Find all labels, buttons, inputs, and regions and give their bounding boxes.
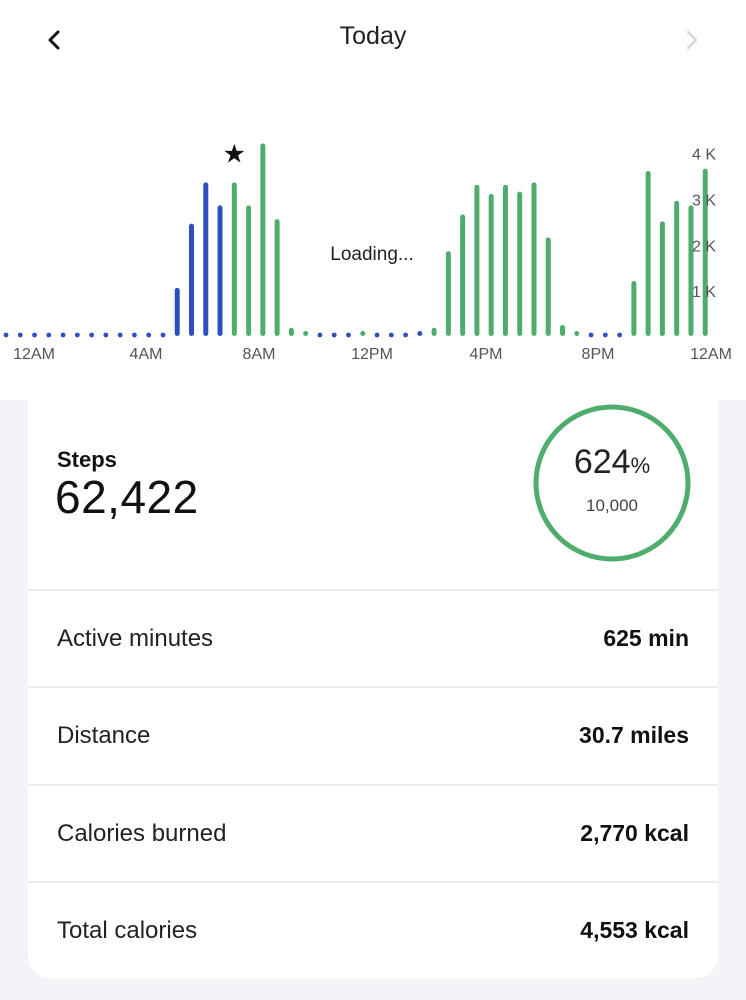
chart-bar bbox=[431, 327, 437, 336]
chart-bar bbox=[659, 221, 665, 336]
stat-value: 2,770 kcal bbox=[580, 820, 689, 846]
chart-dot bbox=[74, 332, 80, 338]
chart-dot bbox=[331, 332, 337, 338]
chart-dot bbox=[117, 332, 123, 338]
steps-summary-card: Steps 62,422 624% 10,000 Active minutes … bbox=[28, 400, 718, 978]
chart-dot bbox=[160, 332, 166, 338]
page-title: Today bbox=[339, 22, 407, 50]
header: Today bbox=[0, 0, 746, 80]
chart-bar bbox=[560, 324, 566, 336]
chart-dot bbox=[32, 332, 37, 338]
chevron-right-icon bbox=[686, 30, 698, 50]
star-marker-icon: ★ bbox=[223, 139, 246, 169]
chart-bar bbox=[288, 327, 294, 336]
chevron-left-icon bbox=[48, 30, 60, 50]
chart-bar bbox=[517, 191, 523, 336]
chart-bar bbox=[574, 331, 580, 336]
chart-dot bbox=[46, 332, 52, 338]
y-tick-label: 2 K bbox=[692, 238, 716, 255]
chart-bar bbox=[203, 182, 209, 336]
chart-bar bbox=[702, 168, 708, 336]
forward-button bbox=[672, 20, 712, 60]
x-tick-label: 8PM bbox=[582, 346, 615, 363]
activity-chart-panel: Today ★ 4 K 3 K 2 K 1 K 12AM 4AM 8AM 12PM 4PM 8PM 1… bbox=[0, 0, 746, 400]
goal-percent-symbol: % bbox=[630, 453, 651, 478]
x-tick-label: 4AM bbox=[130, 346, 163, 363]
x-tick-label: 8AM bbox=[243, 346, 276, 363]
chart-bar bbox=[460, 214, 466, 336]
chart-bar bbox=[531, 182, 537, 336]
chart-bar bbox=[246, 205, 252, 336]
steps-label: Steps bbox=[57, 447, 117, 472]
chart-dot bbox=[132, 332, 137, 338]
chart-dot bbox=[89, 332, 95, 338]
chart-bar bbox=[502, 184, 508, 336]
chart-dot bbox=[602, 332, 608, 338]
stat-value: 625 min bbox=[603, 625, 689, 651]
chart-dot bbox=[388, 332, 394, 338]
chart-bar bbox=[545, 237, 551, 336]
stat-label: Distance bbox=[57, 722, 151, 749]
stat-row-distance[interactable]: Distance 30.7 miles bbox=[28, 686, 718, 782]
chart-dot bbox=[17, 332, 23, 338]
chart-bar bbox=[445, 251, 451, 336]
stat-label: Active minutes bbox=[57, 625, 214, 652]
chart-dot bbox=[146, 332, 152, 338]
chart-dot bbox=[103, 332, 109, 338]
chart-dot bbox=[617, 332, 623, 338]
chart-bar bbox=[688, 205, 694, 336]
stat-row-active-minutes[interactable]: Active minutes 625 min bbox=[28, 589, 718, 685]
steps-count: 62,422 bbox=[55, 471, 199, 523]
goal-progress-ring bbox=[533, 404, 691, 562]
chart-bar bbox=[488, 193, 494, 336]
chart-bar bbox=[260, 143, 266, 336]
chart-bar bbox=[645, 170, 651, 336]
chart-bar bbox=[417, 331, 423, 336]
goal-percent-value: 624 bbox=[573, 443, 631, 481]
y-tick-label: 3 K bbox=[692, 192, 716, 209]
chart-dot bbox=[346, 332, 351, 338]
stat-row-total-calories[interactable]: Total calories 4,553 kcal bbox=[28, 881, 718, 977]
chart-dot bbox=[588, 332, 594, 338]
chart-bar bbox=[360, 331, 366, 336]
chart-dot bbox=[3, 332, 9, 338]
y-tick-label: 4 K bbox=[692, 147, 716, 164]
steps-bar-chart[interactable]: ★ 4 K 3 K 2 K 1 K 12AM 4AM 8AM 12PM 4PM 8PM 12AM Loa… bbox=[0, 100, 746, 375]
x-tick-label: 4PM bbox=[470, 346, 503, 363]
chart-bar bbox=[174, 287, 180, 336]
chart-bar bbox=[474, 184, 480, 336]
x-tick-label: 12PM bbox=[351, 346, 393, 363]
y-tick-label: 1 K bbox=[692, 284, 716, 301]
chart-bar bbox=[231, 182, 237, 336]
x-tick-label: 12AM bbox=[690, 346, 732, 363]
chart-bar bbox=[217, 205, 223, 336]
stat-label: Calories burned bbox=[57, 820, 227, 847]
chart-dot bbox=[317, 332, 323, 338]
steps-section: Steps 62,422 624% 10,000 bbox=[28, 400, 718, 589]
back-button[interactable] bbox=[34, 20, 74, 60]
stat-value: 30.7 miles bbox=[579, 722, 689, 748]
chart-bar bbox=[303, 331, 309, 336]
loading-text: Loading... bbox=[330, 244, 413, 265]
stat-row-calories-burned[interactable]: Calories burned 2,770 kcal bbox=[28, 784, 718, 880]
chart-dot bbox=[374, 332, 380, 338]
chart-dot bbox=[403, 332, 408, 338]
x-tick-label: 12AM bbox=[13, 346, 55, 363]
goal-target: 10,000 bbox=[586, 496, 638, 515]
chart-bar bbox=[189, 223, 195, 336]
chart-dot bbox=[60, 332, 66, 338]
stat-label: Total calories bbox=[57, 917, 198, 944]
chart-bar bbox=[674, 200, 680, 336]
stat-value: 4,553 kcal bbox=[580, 917, 689, 943]
chart-bar bbox=[631, 280, 637, 336]
goal-percent: 624% bbox=[533, 443, 691, 482]
chart-bar bbox=[274, 219, 280, 336]
